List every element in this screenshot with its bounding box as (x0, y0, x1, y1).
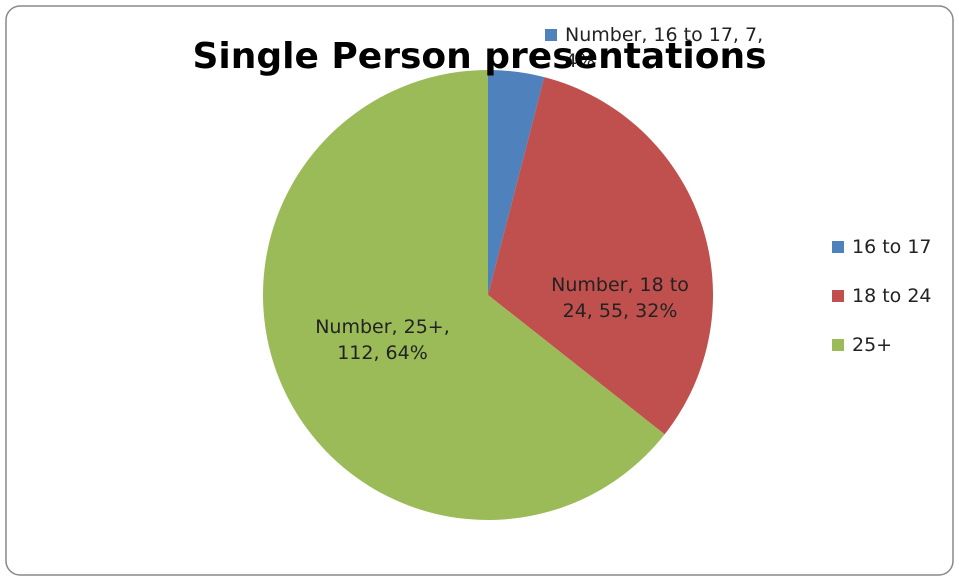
legend-label: 16 to 17 (852, 236, 932, 258)
data-label: Number, 16 to 17, 7, 4% (545, 22, 765, 74)
data-label: Number, 18 to 24, 55, 32% (551, 274, 689, 322)
label-key (545, 29, 557, 41)
data-label-text: Number, 16 to 17, 7, 4% (565, 24, 764, 72)
legend-key (832, 290, 844, 302)
pie (263, 70, 713, 520)
chart-title: Single Person presentations (192, 36, 767, 77)
legend-key (832, 339, 844, 351)
legend-item: 25+ (832, 334, 892, 356)
pie-slice (263, 70, 665, 520)
pie-slice (488, 70, 545, 295)
legend-item: 18 to 24 (832, 285, 932, 307)
pie-slice (488, 77, 713, 435)
data-label: Number, 25+, 112, 64% (315, 316, 450, 364)
legend-label: 18 to 24 (852, 285, 932, 307)
legend-label: 25+ (852, 334, 893, 356)
legend-item: 16 to 17 (832, 236, 932, 258)
legend-key (832, 241, 844, 253)
